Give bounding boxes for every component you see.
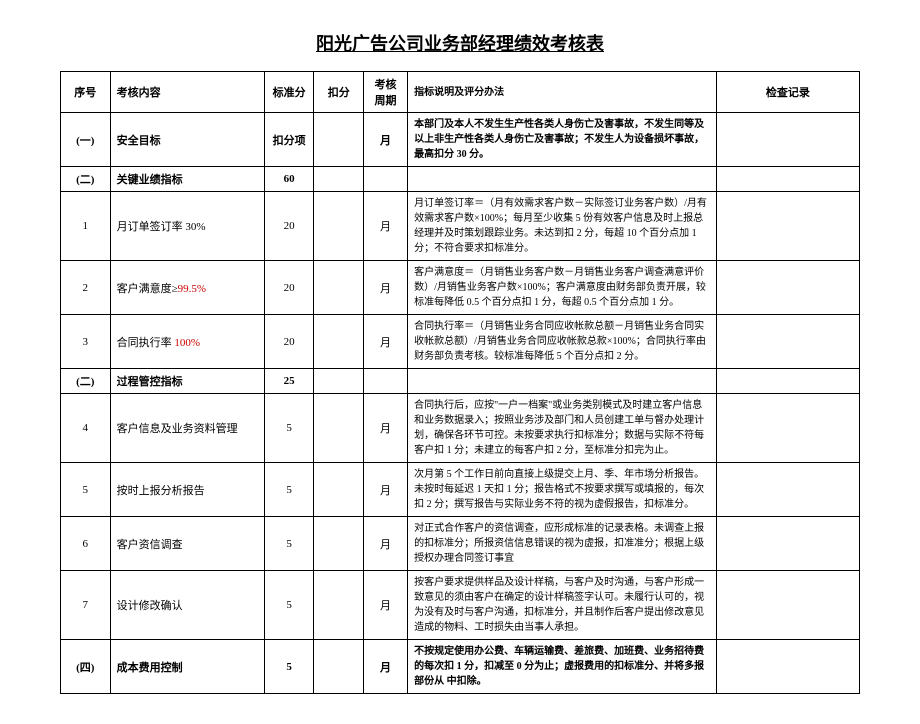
cell-deduct — [314, 113, 364, 167]
cell-cycle — [364, 167, 408, 192]
cell-record — [716, 167, 859, 192]
cell-seq: 2 — [61, 261, 111, 315]
header-cycle: 考核周期 — [364, 72, 408, 113]
cell-content: 客户资信调查 — [110, 517, 264, 571]
cell-content: 客户满意度≥99.5% — [110, 261, 264, 315]
cell-cycle: 月 — [364, 261, 408, 315]
cell-deduct — [314, 463, 364, 517]
table-row: 7设计修改确认5月按客户要求提供样品及设计样稿，与客户及时沟通，与客户形成一致意… — [61, 571, 860, 640]
cell-cycle: 月 — [364, 192, 408, 261]
cell-deduct — [314, 640, 364, 694]
cell-score: 扣分项 — [264, 113, 314, 167]
cell-record — [716, 640, 859, 694]
cell-cycle: 月 — [364, 640, 408, 694]
cell-record — [716, 394, 859, 463]
cell-score: 5 — [264, 571, 314, 640]
cell-content: 安全目标 — [110, 113, 264, 167]
cell-desc: 本部门及本人不发生生产性各类人身伤亡及害事故，不发生同等及以上非生产性各类人身伤… — [408, 113, 717, 167]
cell-desc: 合同执行率＝（月销售业务合同应收帐款总额－月销售业务合同实收帐款总额）/月销售业… — [408, 315, 717, 369]
cell-content: 客户信息及业务资料管理 — [110, 394, 264, 463]
cell-record — [716, 463, 859, 517]
cell-content: 合同执行率 100% — [110, 315, 264, 369]
cell-deduct — [314, 261, 364, 315]
cell-score: 5 — [264, 640, 314, 694]
table-row: (二)过程管控指标25 — [61, 369, 860, 394]
cell-score: 5 — [264, 517, 314, 571]
cell-score: 5 — [264, 463, 314, 517]
cell-seq: (二) — [61, 167, 111, 192]
cell-cycle: 月 — [364, 517, 408, 571]
table-row: 6客户资信调查5月对正式合作客户的资信调查，应形成标准的记录表格。未调查上报的扣… — [61, 517, 860, 571]
cell-record — [716, 517, 859, 571]
cell-record — [716, 192, 859, 261]
cell-content: 设计修改确认 — [110, 571, 264, 640]
table-row: 2客户满意度≥99.5%20 月客户满意度＝（月销售业务客户数－月销售业务客户调查… — [61, 261, 860, 315]
cell-seq: 1 — [61, 192, 111, 261]
cell-cycle: 月 — [364, 315, 408, 369]
table-row: (二)关键业绩指标60 — [61, 167, 860, 192]
header-deduct: 扣分 — [314, 72, 364, 113]
cell-desc — [408, 167, 717, 192]
cell-cycle: 月 — [364, 394, 408, 463]
cell-desc — [408, 369, 717, 394]
cell-record — [716, 315, 859, 369]
cell-deduct — [314, 394, 364, 463]
cell-desc: 按客户要求提供样品及设计样稿，与客户及时沟通，与客户形成一致意见的须由客户在确定… — [408, 571, 717, 640]
cell-seq: (四) — [61, 640, 111, 694]
cell-cycle: 月 — [364, 463, 408, 517]
cell-record — [716, 571, 859, 640]
header-score: 标准分 — [264, 72, 314, 113]
header-seq: 序号 — [61, 72, 111, 113]
cell-cycle: 月 — [364, 113, 408, 167]
table-row: 4客户信息及业务资料管理5月合同执行后，应按"一户一档案"或业务类别模式及时建立… — [61, 394, 860, 463]
cell-desc: 不按规定使用办公费、车辆运输费、差旅费、加班费、业务招待费的每次扣 1 分，扣减… — [408, 640, 717, 694]
table-row: (一)安全目标扣分项月本部门及本人不发生生产性各类人身伤亡及害事故，不发生同等及… — [61, 113, 860, 167]
cell-record — [716, 261, 859, 315]
cell-cycle: 月 — [364, 571, 408, 640]
cell-score: 20 — [264, 261, 314, 315]
cell-content: 关键业绩指标 — [110, 167, 264, 192]
cell-desc: 月订单签订率＝（月有效需求客户数－实际签订业务客户数）/月有效需求客户数×100… — [408, 192, 717, 261]
assessment-table: 序号 考核内容 标准分 扣分 考核周期 指标说明及评分办法 检查记录 (一)安全… — [60, 71, 860, 694]
cell-desc: 次月第 5 个工作日前向直接上级提交上月、季、年市场分析报告。未按时每延迟 1 … — [408, 463, 717, 517]
cell-score: 25 — [264, 369, 314, 394]
cell-deduct — [314, 315, 364, 369]
cell-seq: 6 — [61, 517, 111, 571]
cell-seq: 5 — [61, 463, 111, 517]
cell-seq: (二) — [61, 369, 111, 394]
cell-seq: 4 — [61, 394, 111, 463]
cell-seq: 3 — [61, 315, 111, 369]
table-row: (四)成本费用控制5月不按规定使用办公费、车辆运输费、差旅费、加班费、业务招待费… — [61, 640, 860, 694]
cell-desc: 对正式合作客户的资信调查，应形成标准的记录表格。未调查上报的扣标准分；所报资信信… — [408, 517, 717, 571]
table-row: 3合同执行率 100%20 月合同执行率＝（月销售业务合同应收帐款总额－月销售业务… — [61, 315, 860, 369]
cell-record — [716, 369, 859, 394]
table-row: 1月订单签订率 30%20 月月订单签订率＝（月有效需求客户数－实际签订业务客户数… — [61, 192, 860, 261]
cell-deduct — [314, 517, 364, 571]
cell-score: 20 — [264, 315, 314, 369]
cell-desc: 客户满意度＝（月销售业务客户数－月销售业务客户调查满意评价数）/月销售业务客户数… — [408, 261, 717, 315]
table-row: 5按时上报分析报告5月次月第 5 个工作日前向直接上级提交上月、季、年市场分析报… — [61, 463, 860, 517]
cell-deduct — [314, 192, 364, 261]
cell-deduct — [314, 571, 364, 640]
page-title: 阳光广告公司业务部经理绩效考核表 — [60, 30, 860, 56]
cell-score: 60 — [264, 167, 314, 192]
cell-content: 按时上报分析报告 — [110, 463, 264, 517]
cell-score: 5 — [264, 394, 314, 463]
cell-deduct — [314, 167, 364, 192]
cell-content: 过程管控指标 — [110, 369, 264, 394]
cell-seq: 7 — [61, 571, 111, 640]
cell-content: 成本费用控制 — [110, 640, 264, 694]
cell-deduct — [314, 369, 364, 394]
cell-record — [716, 113, 859, 167]
cell-content: 月订单签订率 30% — [110, 192, 264, 261]
cell-cycle — [364, 369, 408, 394]
header-desc: 指标说明及评分办法 — [408, 72, 717, 113]
header-content: 考核内容 — [110, 72, 264, 113]
cell-seq: (一) — [61, 113, 111, 167]
header-record: 检查记录 — [716, 72, 859, 113]
cell-score: 20 — [264, 192, 314, 261]
cell-desc: 合同执行后，应按"一户一档案"或业务类别模式及时建立客户信息和业务数据录入；按照… — [408, 394, 717, 463]
